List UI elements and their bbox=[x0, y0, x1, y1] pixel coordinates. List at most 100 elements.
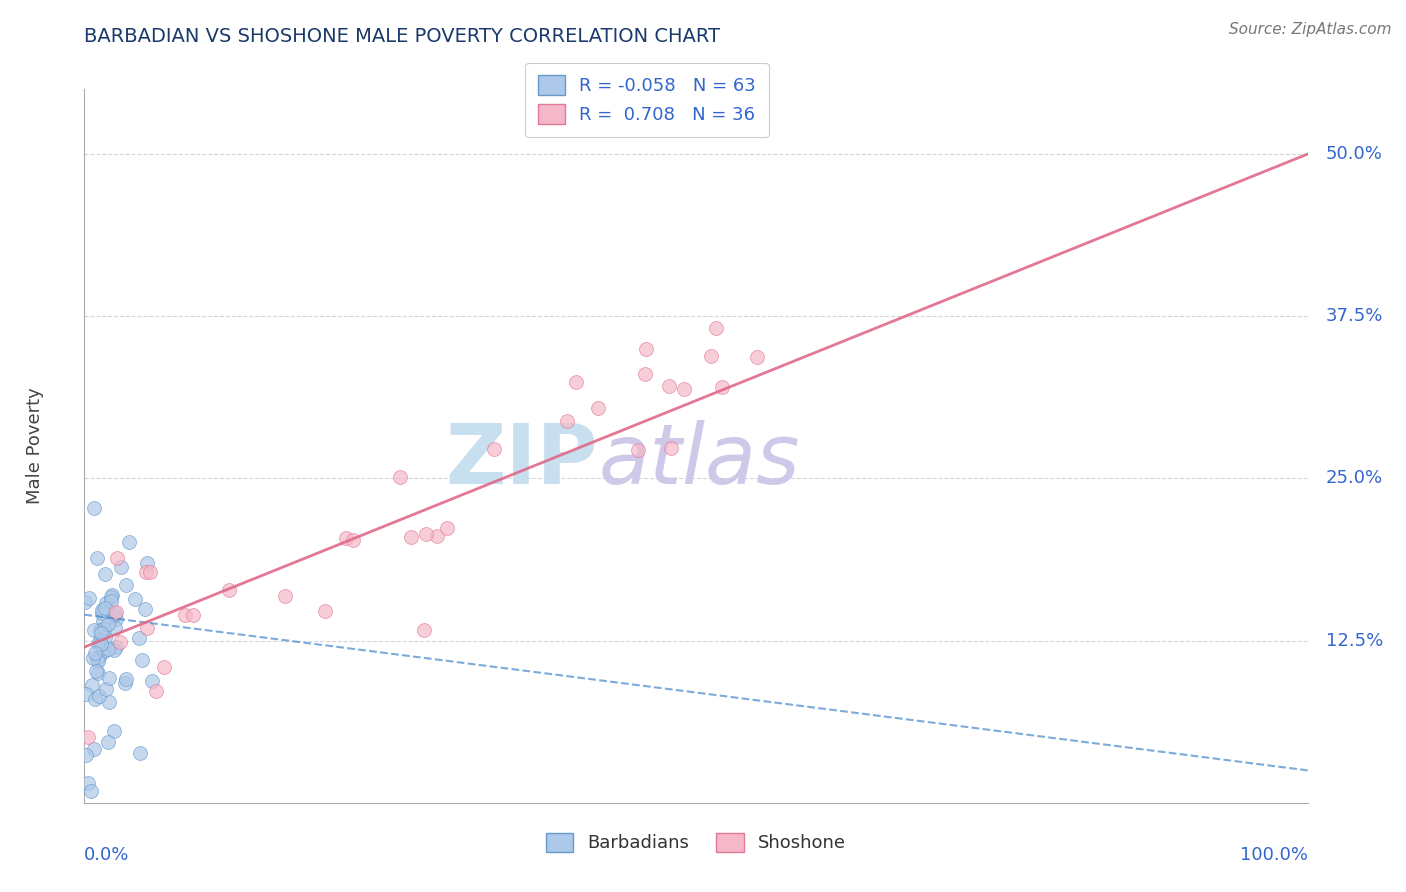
Point bbox=[218, 582, 240, 597]
Point bbox=[555, 414, 578, 428]
Point bbox=[97, 734, 120, 748]
Point bbox=[94, 600, 117, 615]
Point bbox=[114, 675, 136, 690]
Point bbox=[136, 557, 159, 571]
Point bbox=[135, 565, 157, 579]
Text: atlas: atlas bbox=[598, 420, 800, 500]
Text: Male Poverty: Male Poverty bbox=[27, 388, 45, 504]
Point bbox=[389, 470, 412, 484]
Point bbox=[83, 742, 105, 756]
Point bbox=[104, 621, 127, 635]
Point bbox=[105, 640, 128, 655]
Point bbox=[100, 594, 122, 608]
Point bbox=[704, 321, 727, 335]
Point bbox=[93, 623, 115, 637]
Text: ZIP: ZIP bbox=[446, 420, 598, 500]
Point bbox=[124, 592, 146, 607]
Point bbox=[436, 521, 458, 535]
Point bbox=[75, 747, 97, 762]
Point bbox=[139, 565, 162, 579]
Point bbox=[97, 641, 120, 656]
Point bbox=[335, 531, 357, 545]
Point bbox=[91, 603, 114, 617]
Point bbox=[86, 637, 108, 651]
Point bbox=[86, 653, 108, 667]
Point bbox=[91, 645, 114, 659]
Point bbox=[104, 607, 127, 621]
Point bbox=[673, 382, 696, 396]
Point bbox=[118, 534, 141, 549]
Point bbox=[94, 630, 117, 644]
Point bbox=[141, 673, 163, 688]
Point bbox=[129, 746, 152, 760]
Point bbox=[659, 442, 682, 456]
Text: 37.5%: 37.5% bbox=[1326, 307, 1384, 326]
Point bbox=[97, 617, 120, 632]
Point bbox=[90, 606, 112, 620]
Point bbox=[401, 531, 423, 545]
Text: 0.0%: 0.0% bbox=[84, 846, 129, 863]
Point bbox=[77, 775, 100, 789]
Point bbox=[97, 695, 120, 709]
Point bbox=[83, 646, 105, 660]
Point bbox=[97, 671, 120, 685]
Point bbox=[131, 653, 153, 667]
Point bbox=[153, 659, 176, 673]
Point bbox=[100, 588, 122, 602]
Point bbox=[634, 368, 657, 382]
Text: 25.0%: 25.0% bbox=[1326, 469, 1384, 487]
Point bbox=[104, 605, 127, 619]
Point bbox=[91, 614, 114, 628]
Text: 12.5%: 12.5% bbox=[1326, 632, 1384, 649]
Point bbox=[77, 591, 100, 605]
Point bbox=[711, 380, 734, 394]
Point bbox=[173, 608, 195, 623]
Text: Source: ZipAtlas.com: Source: ZipAtlas.com bbox=[1229, 22, 1392, 37]
Legend: Barbadians, Shoshone: Barbadians, Shoshone bbox=[533, 820, 859, 865]
Point bbox=[86, 550, 108, 565]
Point bbox=[586, 401, 609, 415]
Point bbox=[274, 589, 297, 603]
Point bbox=[83, 500, 105, 515]
Point bbox=[82, 651, 104, 665]
Point bbox=[145, 684, 167, 698]
Point bbox=[75, 687, 97, 701]
Point bbox=[84, 664, 107, 678]
Point bbox=[90, 637, 112, 651]
Point bbox=[135, 621, 157, 635]
Point bbox=[114, 578, 136, 592]
Point bbox=[104, 612, 127, 626]
Point bbox=[103, 724, 125, 739]
Point bbox=[89, 625, 111, 640]
Text: BARBADIAN VS SHOSHONE MALE POVERTY CORRELATION CHART: BARBADIAN VS SHOSHONE MALE POVERTY CORRE… bbox=[84, 28, 720, 46]
Point bbox=[108, 635, 131, 649]
Point bbox=[634, 342, 657, 356]
Point bbox=[89, 632, 111, 647]
Point bbox=[426, 528, 449, 542]
Point bbox=[413, 623, 436, 637]
Text: 50.0%: 50.0% bbox=[1326, 145, 1384, 163]
Point bbox=[565, 375, 588, 389]
Point bbox=[134, 602, 156, 616]
Text: 100.0%: 100.0% bbox=[1240, 846, 1308, 863]
Point bbox=[87, 689, 110, 703]
Point bbox=[342, 533, 364, 547]
Point bbox=[94, 681, 117, 696]
Point bbox=[93, 602, 115, 616]
Point bbox=[181, 608, 204, 623]
Point bbox=[84, 692, 107, 706]
Point bbox=[484, 442, 506, 456]
Point bbox=[87, 666, 110, 681]
Point bbox=[415, 526, 437, 541]
Point bbox=[77, 730, 100, 744]
Point bbox=[83, 624, 105, 638]
Point bbox=[314, 604, 336, 618]
Point bbox=[627, 443, 650, 458]
Point bbox=[80, 783, 103, 797]
Point bbox=[103, 643, 125, 657]
Point bbox=[103, 608, 125, 623]
Point bbox=[89, 623, 111, 637]
Point bbox=[94, 596, 117, 610]
Point bbox=[93, 566, 115, 581]
Point bbox=[82, 678, 104, 692]
